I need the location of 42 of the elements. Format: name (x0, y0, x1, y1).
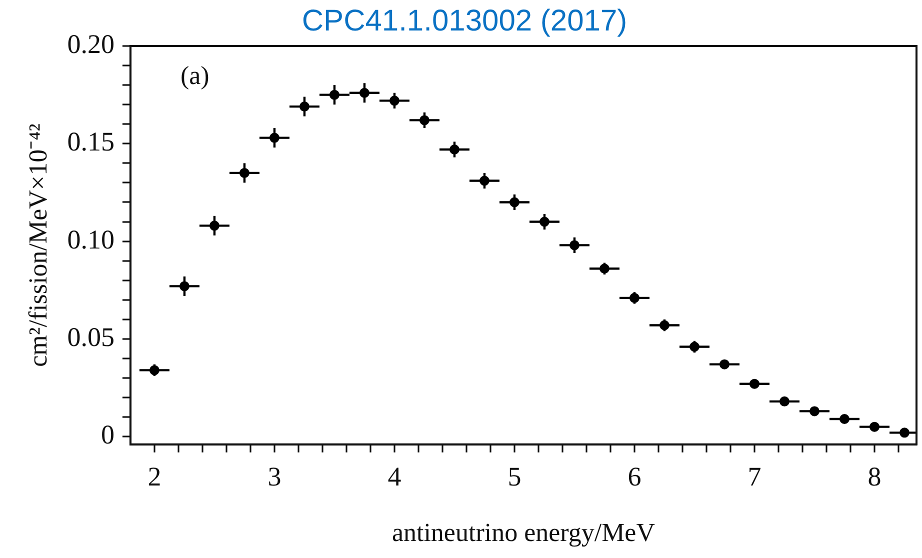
y-tick-label: 0.05 (67, 322, 114, 352)
point (299, 102, 310, 112)
point (599, 264, 610, 274)
point (900, 428, 910, 438)
x-tick-label: 8 (868, 462, 882, 492)
x-axis-title: antineutrino energy/MeV (392, 518, 656, 548)
point (719, 359, 730, 370)
point (569, 240, 580, 250)
point (809, 406, 820, 416)
point (659, 320, 670, 330)
point (779, 396, 790, 406)
point (869, 422, 880, 432)
point (179, 281, 190, 292)
point (509, 197, 520, 208)
x-tick-label: 5 (508, 462, 522, 492)
point (149, 365, 160, 376)
point (269, 132, 280, 143)
x-tick-label: 2 (148, 462, 162, 492)
chart-title: CPC41.1.013002 (2017) (302, 4, 628, 38)
point (419, 115, 430, 126)
point (389, 96, 400, 106)
annotation: (a) (180, 60, 210, 90)
point (749, 378, 760, 389)
x-tick-label: 3 (268, 462, 282, 492)
x-tick-label: 6 (628, 462, 642, 492)
point (359, 88, 370, 98)
point (239, 168, 250, 178)
point (539, 216, 550, 227)
x-tick-label: 7 (748, 462, 762, 492)
x-tick-label: 4 (388, 462, 402, 492)
y-tick-label: 0.15 (67, 126, 114, 157)
point (689, 342, 700, 352)
y-tick-label: 0 (100, 420, 114, 450)
point (209, 220, 220, 231)
point (449, 144, 460, 155)
y-tick-label: 0.10 (67, 224, 114, 254)
point (479, 176, 490, 186)
point (629, 292, 640, 303)
point (329, 90, 340, 100)
y-axis-title: cm²/fission/MeV×10⁻⁴² (23, 123, 52, 367)
y-tick-label: 0.20 (67, 29, 114, 60)
point (839, 414, 850, 424)
